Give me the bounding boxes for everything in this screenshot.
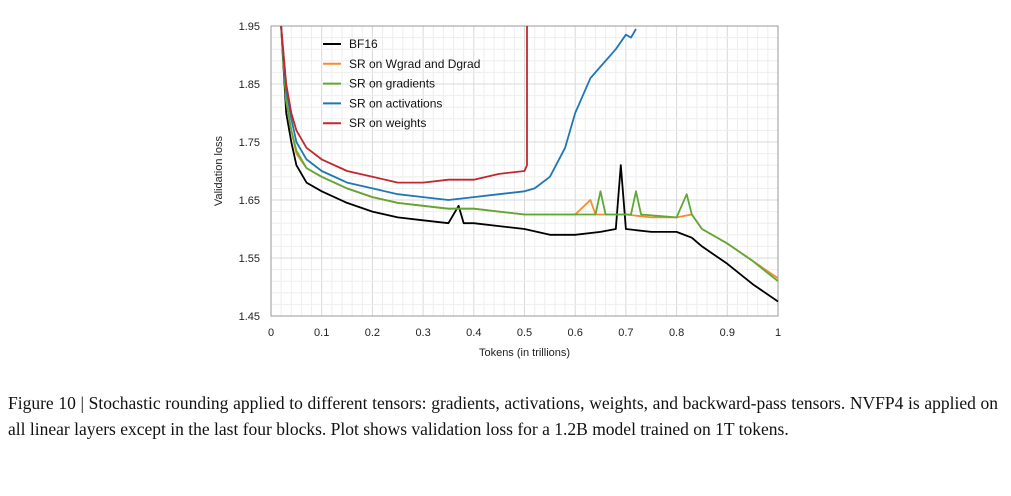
legend: BF16 SR on Wgrad and Dgrad SR on gradients… — [323, 37, 480, 130]
series-lines — [280, 25, 779, 303]
x-tick-label: 1 — [775, 327, 781, 339]
x-axis-label: Tokens (in trillions) — [479, 347, 570, 359]
figure-caption: Figure 10 | Stochastic rounding applied … — [8, 393, 998, 439]
x-tick-label: 0.6 — [568, 327, 583, 339]
legend-label: SR on activations — [349, 96, 442, 110]
y-tick-label: 1.55 — [239, 253, 260, 265]
x-tick-label: 0.1 — [314, 327, 329, 339]
x-tick-label: 0.2 — [365, 327, 380, 339]
x-tick-label: 0.5 — [517, 327, 532, 339]
y-tick-label: 1.85 — [239, 79, 260, 91]
y-tick-labels: 1.45 1.55 1.65 1.75 1.85 1.95 — [239, 21, 260, 323]
x-tick-label: 0.3 — [415, 327, 430, 339]
validation-loss-chart: 0 0.1 0.2 0.3 0.4 0.5 0.6 0.7 0.8 0.9 1 1.451.551.… — [213, 21, 781, 359]
series-line-0 — [280, 25, 779, 303]
plot-frame — [270, 25, 779, 317]
x-tick-label: 0.4 — [466, 327, 481, 339]
y-tick-label: 1.95 — [239, 21, 260, 33]
legend-label: SR on weights — [349, 116, 426, 130]
y-tick-label: 1.45 — [239, 311, 260, 323]
x-tick-label: 0.8 — [669, 327, 684, 339]
x-tick-label: 0.9 — [720, 327, 735, 339]
x-tick-labels: 0 0.1 0.2 0.3 0.4 0.5 0.6 0.7 0.8 0.9 1 — [268, 327, 781, 339]
y-tick-label: 1.65 — [239, 195, 260, 207]
x-tick-label: 0.7 — [618, 327, 633, 339]
series-line-4 — [280, 25, 528, 184]
series-line-2 — [280, 25, 779, 282]
legend-label: SR on gradients — [349, 77, 435, 91]
x-tick-label: 0 — [268, 327, 274, 339]
y-axis-label: Validation loss — [213, 135, 225, 206]
y-tick-label: 1.75 — [239, 137, 260, 149]
legend-label: SR on Wgrad and Dgrad — [349, 57, 480, 71]
grid — [270, 25, 779, 317]
legend-label: BF16 — [349, 37, 378, 51]
series-line-3 — [280, 25, 637, 201]
